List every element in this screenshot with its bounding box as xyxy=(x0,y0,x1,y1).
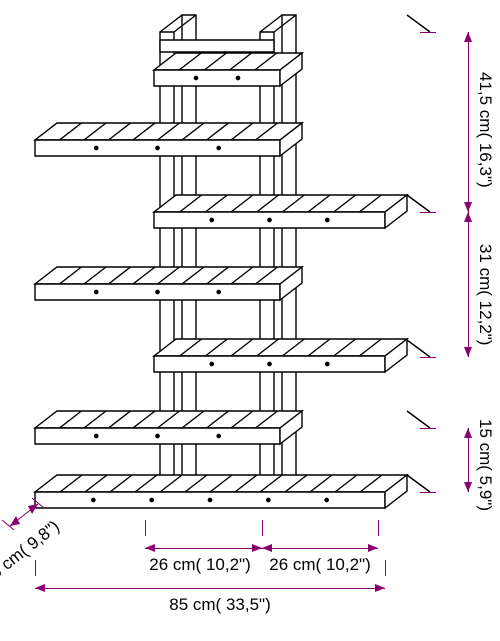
shelf-sketch xyxy=(0,0,500,641)
tick xyxy=(420,357,436,358)
arrow xyxy=(464,482,472,492)
tick xyxy=(385,560,386,576)
arrow xyxy=(35,584,45,592)
arrow xyxy=(464,32,472,42)
dim-bottom-seg-l-label: 26 cm( 10,2") xyxy=(140,555,260,575)
dim-bottom-total-label: 85 cm( 33,5") xyxy=(140,595,300,615)
dim-right-top-label: 41,5 cm( 16,3") xyxy=(475,60,495,200)
arrow xyxy=(262,544,272,552)
arrow xyxy=(252,544,262,552)
tick xyxy=(420,492,436,493)
arrow xyxy=(464,202,472,212)
dim-right-top-line xyxy=(468,32,469,212)
tick xyxy=(378,520,379,536)
tick xyxy=(420,428,436,429)
tick xyxy=(145,520,146,536)
arrow xyxy=(464,428,472,438)
tick xyxy=(35,560,36,576)
tick xyxy=(420,212,436,213)
diagram-stage: 85 cm( 33,5") 26 cm( 10,2") 26 cm( 10,2"… xyxy=(0,0,500,641)
tick xyxy=(262,520,263,536)
dim-bottom-seg-r-label: 26 cm( 10,2") xyxy=(260,555,380,575)
dim-right-bot-label: 15 cm( 5,9") xyxy=(475,410,495,520)
dim-bottom-total-line xyxy=(35,588,385,589)
arrow xyxy=(464,347,472,357)
tick xyxy=(420,32,436,33)
arrow xyxy=(368,544,378,552)
arrow xyxy=(145,544,155,552)
dim-right-mid-label: 31 cm( 12,2") xyxy=(475,235,495,355)
arrow xyxy=(464,212,472,222)
arrow xyxy=(375,584,385,592)
dim-right-mid-line xyxy=(468,212,469,357)
